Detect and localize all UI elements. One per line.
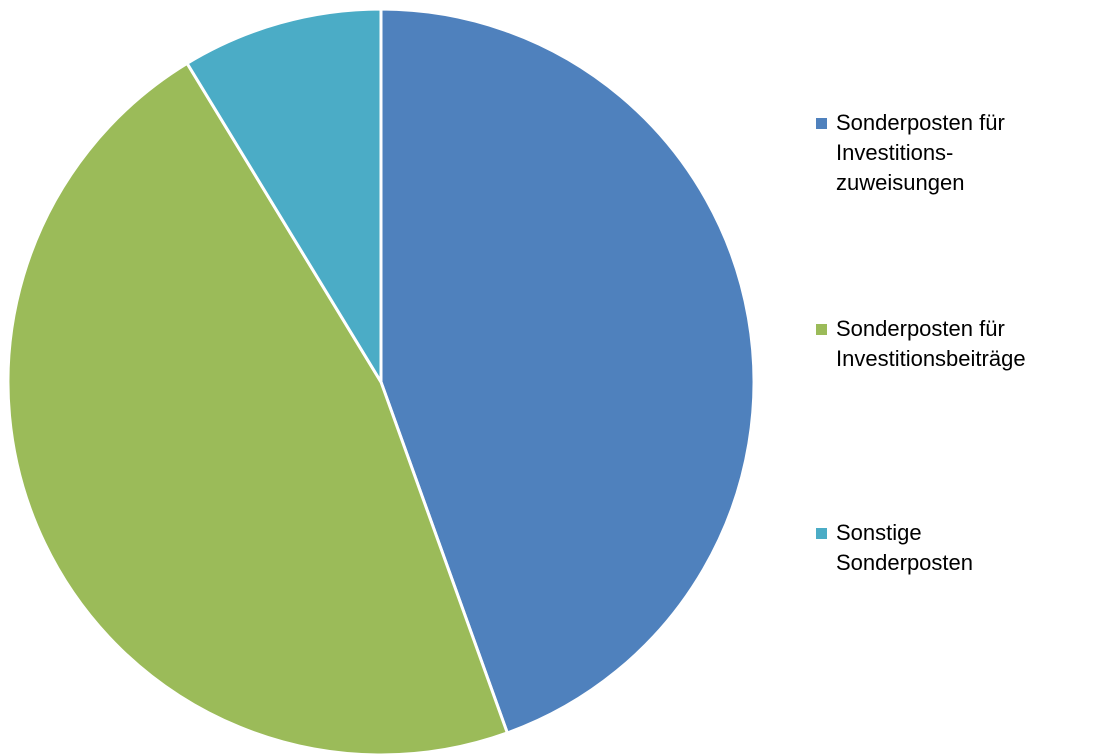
legend-swatch-blue [816,118,827,129]
legend-label: Sonderposten für Investitions- zuweisung… [836,110,1005,195]
legend-item-sonstige-sonderposten: Sonstige Sonderposten [816,518,973,578]
legend-swatch-green [816,324,827,335]
legend-swatch-teal [816,528,827,539]
legend-item-investitionszuweisungen: Sonderposten für Investitions- zuweisung… [816,108,1005,198]
legend-label: Sonstige Sonderposten [836,520,973,575]
slice-investitionszuweisungen [379,7,756,735]
legend-label: Sonderposten für Investitionsbeiträge [836,316,1026,371]
slice-sonstige-sonderposten [185,7,383,384]
chart-legend: Sonderposten für Investitions- zuweisung… [816,0,1093,754]
pie-chart [6,7,756,754]
legend-item-investitionsbeitraege: Sonderposten für Investitionsbeiträge [816,314,1026,374]
